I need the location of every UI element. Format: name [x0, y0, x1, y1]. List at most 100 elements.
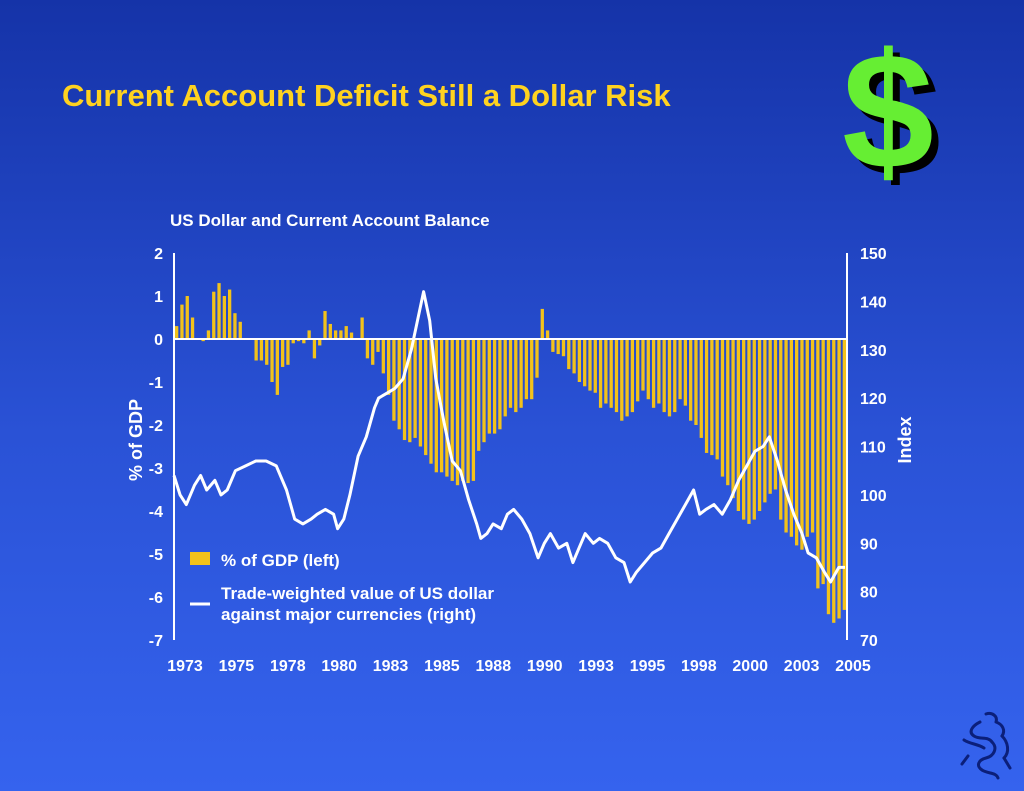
x-tick-label: 1973 — [167, 658, 203, 675]
bar — [413, 339, 417, 438]
x-tick-label: 1993 — [578, 658, 614, 675]
bar — [201, 339, 205, 342]
svg-text:$: $ — [842, 40, 934, 185]
bar — [683, 339, 688, 406]
bar — [572, 339, 576, 374]
bar — [524, 339, 529, 400]
bar — [720, 339, 725, 477]
bar — [673, 339, 677, 413]
bar — [259, 339, 264, 361]
y-tick-label: 0 — [154, 332, 163, 349]
y-tick-label: -3 — [149, 461, 163, 478]
x-tick-label: 1978 — [270, 658, 306, 675]
bar — [805, 339, 809, 537]
bar — [333, 330, 338, 339]
bar — [175, 326, 179, 339]
bar — [212, 291, 216, 339]
x-tick-label: 1980 — [321, 658, 357, 675]
bar — [445, 339, 449, 477]
bar — [206, 330, 211, 339]
x-tick-label: 1990 — [527, 658, 563, 675]
bar — [503, 339, 507, 417]
x-tick-label: 2000 — [732, 658, 768, 675]
bar — [657, 339, 661, 404]
bar — [434, 339, 438, 473]
bar — [296, 339, 301, 342]
bar — [286, 339, 290, 365]
bar — [556, 339, 560, 355]
bar — [646, 339, 650, 400]
bar — [620, 339, 624, 421]
dollar-sign-icon: $ $ — [842, 40, 941, 185]
bar — [837, 339, 841, 619]
y-tick-label: -7 — [149, 633, 163, 650]
bar — [641, 339, 645, 391]
bar — [747, 339, 751, 524]
dollar-index-line — [172, 290, 845, 584]
bar — [180, 304, 184, 339]
bar — [461, 339, 465, 481]
y2-tick-label: 90 — [860, 536, 878, 553]
bar — [307, 330, 311, 339]
bar — [662, 339, 666, 413]
legend-bar-label: % of GDP (left) — [221, 551, 340, 570]
bar — [545, 330, 550, 339]
bar — [429, 339, 433, 464]
bar — [381, 339, 385, 374]
bar — [784, 339, 788, 533]
y2-tick-label: 100 — [860, 488, 887, 505]
x-tick-label: 1995 — [630, 658, 666, 675]
bar — [228, 289, 232, 339]
bar — [636, 339, 640, 402]
y2-tick-label: 150 — [860, 246, 887, 263]
bar — [222, 296, 226, 339]
bar — [344, 326, 348, 339]
bar — [482, 339, 486, 443]
y2-tick-label: 120 — [860, 391, 887, 408]
bar — [593, 339, 597, 393]
bar — [270, 339, 274, 382]
x-tick-label: 2003 — [784, 658, 820, 675]
bar — [551, 339, 555, 352]
bar — [238, 321, 242, 339]
bar — [832, 339, 836, 623]
bar — [604, 339, 608, 404]
bar — [371, 339, 375, 365]
bar — [757, 339, 762, 511]
y2-tick-label: 140 — [860, 294, 887, 311]
y2-tick-label: 110 — [860, 440, 886, 457]
bar — [360, 317, 364, 339]
bar — [540, 308, 544, 339]
bar — [312, 339, 317, 359]
legend-line-label-2: against major currencies (right) — [221, 605, 476, 624]
bar — [789, 339, 794, 537]
bar — [779, 339, 783, 520]
x-tick-label: 1975 — [219, 658, 255, 675]
bar — [752, 339, 756, 520]
bar — [715, 339, 719, 460]
bar — [561, 339, 566, 357]
bar — [609, 339, 613, 408]
bar — [795, 339, 799, 546]
bar — [821, 339, 825, 585]
y-tick-label: 2 — [154, 246, 163, 263]
bar — [280, 339, 285, 367]
x-tick-label: 1983 — [373, 658, 409, 675]
y-axis-label: % of GDP — [126, 399, 146, 481]
bar — [736, 339, 741, 511]
slide-title: Current Account Deficit Still a Dollar R… — [62, 78, 671, 113]
bar — [302, 339, 306, 344]
tick-labels: 2 1 0 -1 -2 -3 -4 -5 -6 -7 150 140 130 120 110 100 90 80 7… — [149, 246, 887, 675]
bar — [275, 339, 279, 395]
bar — [217, 283, 221, 339]
bar — [508, 339, 513, 408]
bar — [455, 339, 460, 486]
bar — [418, 339, 423, 447]
bar — [588, 339, 592, 391]
bar — [667, 339, 672, 417]
bar — [185, 296, 189, 339]
bar — [519, 339, 523, 408]
bar — [190, 317, 195, 339]
bar — [842, 339, 846, 610]
